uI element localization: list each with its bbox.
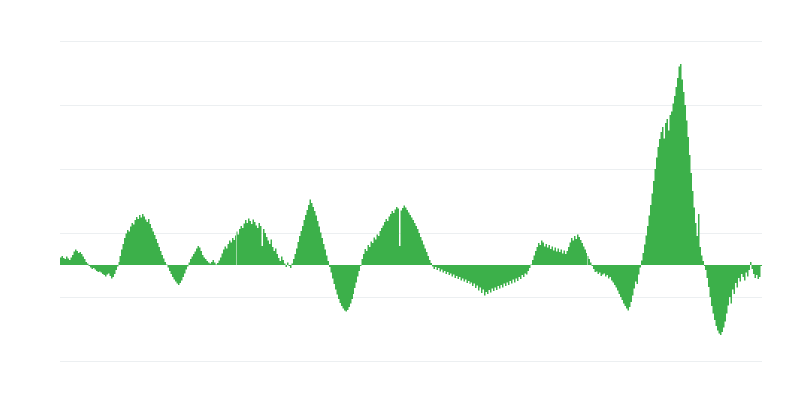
bar-chart	[60, 41, 762, 362]
chart-container	[60, 41, 762, 362]
